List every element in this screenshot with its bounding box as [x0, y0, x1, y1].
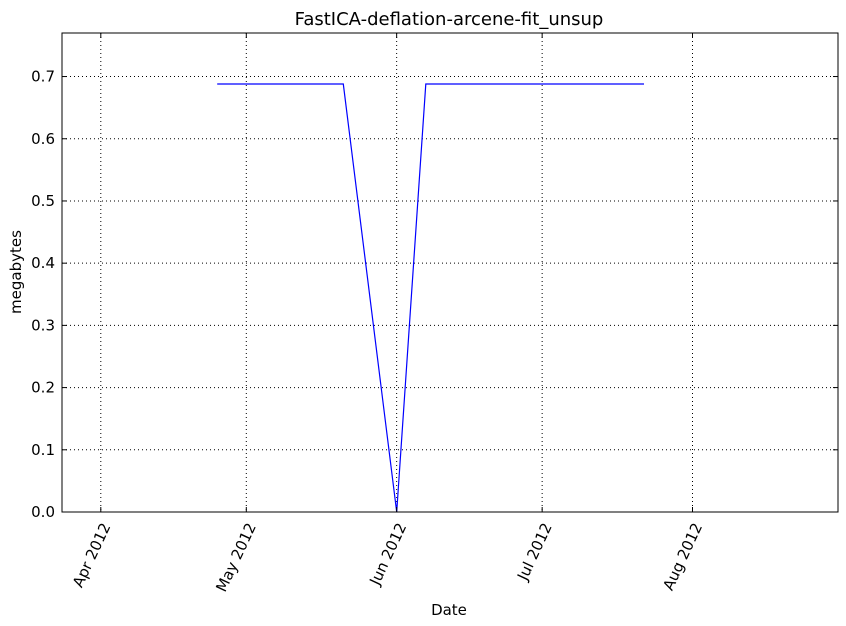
series-line — [217, 83, 644, 513]
y-tick-label: 0.0 — [31, 503, 55, 521]
plot-area-frame — [61, 32, 839, 513]
y-tick-label: 0.3 — [31, 316, 55, 334]
grid-lines — [62, 33, 838, 513]
chart-title: FastICA-deflation-arcene-fit_unsup — [295, 9, 604, 30]
y-tick-label: 0.7 — [31, 68, 55, 86]
x-tick-labels: Apr 2012 May 2012 Jun 2012 Jul 2012 Aug 2012 — [69, 520, 706, 595]
axis-ticks — [62, 33, 838, 513]
x-axis-label: Date — [431, 601, 467, 619]
y-tick-label: 0.5 — [31, 192, 55, 210]
y-tick-label: 0.6 — [31, 130, 55, 148]
y-axis-label: megabytes — [7, 230, 25, 314]
y-tick-label: 0.4 — [31, 254, 55, 272]
y-tick-label: 0.1 — [31, 441, 55, 459]
x-tick-label: Apr 2012 — [69, 520, 114, 590]
x-tick-label: Jul 2012 — [513, 520, 556, 584]
x-tick-label: Aug 2012 — [659, 520, 706, 593]
series-layer — [217, 83, 644, 513]
y-tick-label: 0.2 — [31, 379, 55, 397]
x-tick-label: May 2012 — [212, 520, 260, 595]
x-tick-label: Jun 2012 — [365, 520, 410, 589]
y-tick-labels: 0.0 0.1 0.2 0.3 0.4 0.5 0.6 0.7 — [31, 68, 55, 521]
